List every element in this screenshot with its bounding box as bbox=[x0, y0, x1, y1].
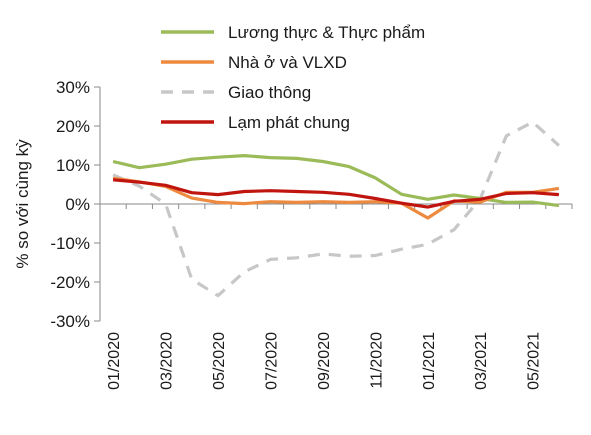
legend-label: Giao thông bbox=[228, 83, 311, 102]
y-tick-label: -10% bbox=[50, 234, 90, 253]
y-tick-label: 30% bbox=[56, 78, 90, 97]
y-tick-label: 0% bbox=[65, 195, 90, 214]
y-axis-label: % so với cùng kỳ bbox=[13, 139, 32, 269]
x-tick-label: 05/2021 bbox=[526, 332, 543, 390]
x-tick-label: 11/2020 bbox=[368, 332, 385, 389]
legend-label: Nhà ở và VLXD bbox=[228, 53, 347, 72]
series-line bbox=[112, 120, 560, 298]
legend-label: Lạm phát chung bbox=[228, 113, 350, 132]
y-ticks: 30% 20% 10% 0% -10% -20% -30% bbox=[50, 78, 100, 331]
x-tick-label: 01/2020 bbox=[106, 332, 123, 390]
x-tick-label: 07/2020 bbox=[263, 332, 280, 390]
y-tick-label: 10% bbox=[56, 156, 90, 175]
x-tick-label: 05/2020 bbox=[211, 332, 228, 390]
x-tick-label: 09/2020 bbox=[316, 332, 333, 390]
y-tick-label: -30% bbox=[50, 312, 90, 331]
legend-label: Lương thực & Thực phẩm bbox=[228, 23, 425, 42]
y-tick-label: -20% bbox=[50, 273, 90, 292]
x-tick-label: 03/2021 bbox=[473, 332, 490, 390]
series-line bbox=[112, 178, 560, 209]
x-tick-label: 03/2020 bbox=[159, 332, 176, 390]
legend: Lương thực & Thực phẩm Nhà ở và VLXD Giao … bbox=[161, 23, 425, 132]
y-tick-label: 20% bbox=[56, 117, 90, 136]
x-ticks: 01/2020 03/2020 05/2020 07/2020 09/2020 11/20… bbox=[99, 204, 573, 390]
series-lines bbox=[112, 120, 560, 298]
x-tick-label: 01/2021 bbox=[421, 332, 438, 390]
series-line bbox=[112, 176, 560, 220]
